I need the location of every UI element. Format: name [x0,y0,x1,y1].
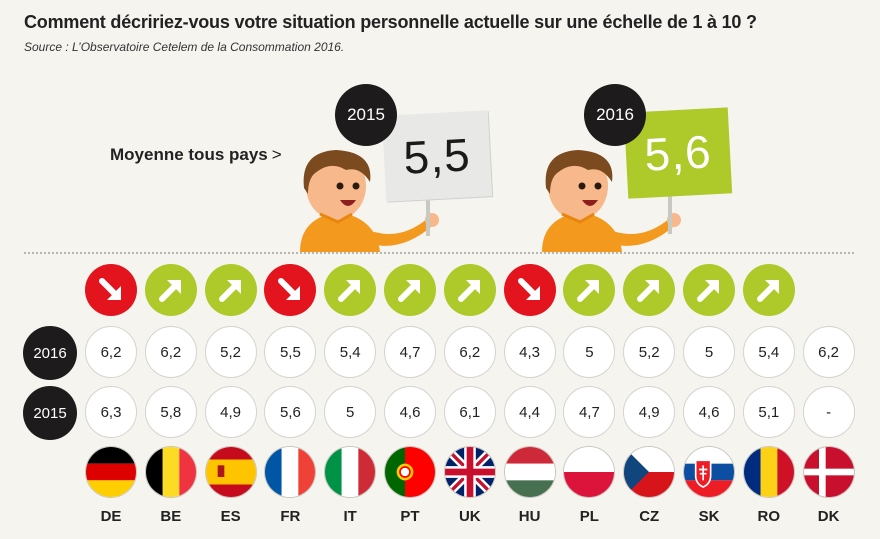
value-2015: - [802,386,855,438]
trend-up-icon [204,264,257,316]
country-code: DE [100,508,122,525]
value-2016: 5,4 [742,326,795,378]
flag-be-icon [144,446,197,498]
country-code: SK [698,508,720,525]
character-2016-illustration [542,150,681,252]
character-2015-illustration [300,150,439,252]
flag-it-icon [324,446,377,498]
year-2016-bubble: 2016 [584,84,646,146]
trend-up-icon [144,264,197,316]
value-2016: 4,7 [384,326,436,378]
trend-up-icon [742,264,795,316]
country-code: DK [817,508,840,525]
value-2015: 5 [324,386,377,438]
value-2016: 6,2 [85,326,137,378]
value-2015: 6,3 [85,386,137,438]
row-label-2016: 2016 [23,326,77,380]
value-2015: 6,1 [443,386,496,438]
trend-down-icon [264,264,317,316]
sign-stick-2016 [668,192,672,234]
country-code: FR [280,508,301,525]
country-code: BE [160,508,182,525]
flag-fr-icon [264,446,317,498]
flag-hu-icon [503,446,556,498]
flag-uk-icon [443,446,496,498]
country-code: PL [579,508,599,525]
flag-ro-icon [742,446,795,498]
value-2016: 6,2 [802,326,855,378]
trend-up-icon [324,264,377,316]
value-2016: 6,2 [144,326,197,378]
value-2015: 4,6 [683,386,735,438]
value-2016: 5 [563,326,616,378]
value-2015: 4,4 [503,386,556,438]
value-2015: 5,1 [742,386,795,438]
average-2015-sign: 5,5 [381,110,493,202]
average-arrow: > [271,145,282,164]
value-2016: 5,2 [204,326,257,378]
value-2015: 5,8 [144,386,197,438]
country-code: UK [458,508,481,525]
sign-stick-2015 [426,194,430,236]
value-2016: 5,2 [623,326,676,378]
flag-sk-icon [683,446,735,498]
divider [24,252,854,254]
country-code: CZ [639,508,660,525]
value-2016: 4,3 [503,326,556,378]
flag-pl-icon [563,446,616,498]
year-2015-bubble: 2015 [335,84,397,146]
country-code: PT [400,508,420,525]
country-code: ES [220,508,241,525]
country-code: RO [757,508,781,525]
trend-up-icon [683,264,735,316]
value-2016: 5,5 [264,326,317,378]
trend-up-icon [384,264,436,316]
average-label: Moyenne tous pays > [110,145,282,164]
value-2015: 4,6 [384,386,436,438]
source-note: Source : L’Observatoire Cetelem de la Co… [24,40,345,54]
flag-dk-icon [802,446,855,498]
value-2015: 4,7 [563,386,616,438]
value-2016: 6,2 [443,326,496,378]
flag-pt-icon [384,446,436,498]
value-2016: 5 [683,326,735,378]
flag-de-icon [85,446,137,498]
value-2016: 5,4 [324,326,377,378]
trend-up-icon [563,264,616,316]
country-code: IT [343,508,357,525]
trend-down-icon [503,264,556,316]
value-2015: 5,6 [264,386,317,438]
flag-es-icon [204,446,257,498]
trend-down-icon [85,264,137,316]
trend-up-icon [623,264,676,316]
row-label-2015: 2015 [23,386,77,440]
value-2015: 4,9 [204,386,257,438]
country-code: HU [518,508,541,525]
flag-cz-icon [623,446,676,498]
chart-title: Comment décririez-vous votre situation p… [24,12,757,32]
value-2015: 4,9 [623,386,676,438]
trend-up-icon [443,264,496,316]
